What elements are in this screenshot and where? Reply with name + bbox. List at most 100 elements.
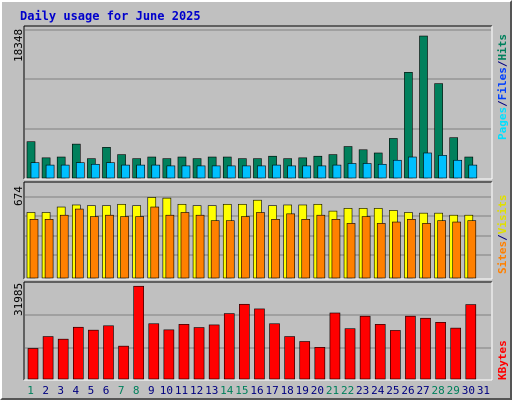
sites-bar [316, 214, 326, 279]
x-tick-label: 15 [235, 384, 248, 397]
kbytes-bar [148, 323, 160, 380]
x-tick-label: 9 [148, 384, 155, 397]
sites-bar [90, 216, 99, 279]
files-bar [211, 165, 221, 179]
x-tick-label: 29 [447, 384, 460, 397]
kbytes-bar [223, 313, 235, 380]
kbytes-bar [178, 324, 190, 380]
sites-bar [286, 213, 295, 279]
files-bar [377, 163, 387, 179]
kbytes-bar [57, 338, 69, 380]
files-bar [347, 163, 357, 179]
x-tick-label: 31 [477, 384, 490, 397]
chart-title: Daily usage for June 2025 [20, 9, 201, 23]
kbytes-bar [390, 330, 401, 380]
files-bar [151, 164, 161, 179]
files-bar [362, 163, 372, 179]
files-bar [181, 165, 191, 179]
sites-bar [452, 221, 462, 279]
sites-bar [195, 214, 205, 279]
sites-bar [271, 219, 280, 279]
files-bar [226, 165, 236, 179]
x-tick-label: 11 [175, 384, 188, 397]
kbytes-bar [163, 329, 175, 380]
x-tick-label: 25 [386, 384, 399, 397]
x-tick-label: 18 [281, 384, 294, 397]
x-tick-label: 10 [160, 384, 173, 397]
files-bar [287, 165, 296, 179]
sites-bar [59, 214, 69, 279]
x-tick-label: 4 [73, 384, 80, 397]
sites-bar [180, 212, 190, 279]
kbytes-bar [329, 312, 341, 380]
kbytes-bar [314, 347, 326, 380]
sites-bar [407, 219, 416, 279]
x-tick-label: 22 [341, 384, 354, 397]
files-bar [468, 164, 478, 179]
kbytes-bar [208, 324, 220, 380]
sites-bar [225, 220, 235, 279]
sites-bar [165, 214, 175, 279]
sites-bar [467, 220, 477, 279]
x-tick-label: 19 [296, 384, 309, 397]
sites-bar [74, 208, 84, 279]
files-bar [166, 165, 176, 179]
files-bar [196, 165, 206, 179]
files-bar [60, 164, 70, 179]
files-bar [317, 165, 327, 179]
kbytes-bar [42, 336, 54, 380]
files-bar [121, 164, 130, 179]
x-tick-label: 3 [57, 384, 64, 397]
files-bar [272, 164, 281, 179]
x-tick-label: 28 [432, 384, 445, 397]
x-tick-label: 21 [326, 384, 339, 397]
sites-bar [135, 216, 144, 279]
files-bar [45, 164, 55, 179]
sites-bar [301, 219, 311, 279]
files-bar [453, 159, 463, 179]
kbytes-bar [239, 303, 250, 380]
sites-bar [422, 223, 431, 279]
files-bar [408, 156, 417, 179]
kbytes-bar [72, 326, 84, 380]
sites-bar [241, 216, 250, 279]
sites-bar [44, 219, 54, 279]
kbytes-bar [254, 308, 265, 380]
kbytes-bar [193, 327, 205, 380]
sites-bar [361, 216, 371, 279]
sites-bar [331, 219, 341, 279]
kbytes-bar [103, 325, 114, 380]
files-bar [106, 162, 115, 179]
files-bar [438, 155, 447, 179]
files-bar [332, 164, 342, 179]
kbytes-bar [465, 304, 477, 380]
files-bar [30, 162, 40, 179]
x-tick-label: 2 [42, 384, 49, 397]
sites-bar [256, 212, 265, 279]
kbytes-bar [344, 328, 356, 380]
files-bar [393, 159, 402, 179]
x-tick-label: 13 [205, 384, 218, 397]
kbytes-bar [435, 322, 446, 380]
files-bar [91, 163, 100, 179]
x-tick-label: 12 [190, 384, 203, 397]
kbytes-bar [374, 324, 386, 380]
kbytes-bar [405, 315, 416, 380]
files-bar [257, 165, 266, 179]
kbytes-bar [27, 348, 39, 380]
kbytes-bar [359, 315, 371, 380]
x-tick-label: 7 [118, 384, 125, 397]
kbytes-bar [299, 341, 311, 380]
sites-bar [346, 223, 356, 279]
sites-bar [392, 221, 401, 279]
sites-bar [376, 223, 386, 279]
x-tick-label: 8 [133, 384, 140, 397]
x-tick-label: 27 [416, 384, 429, 397]
x-tick-label: 6 [103, 384, 110, 397]
sites-bar [29, 219, 39, 279]
files-bar [423, 152, 432, 179]
sites-bar [120, 216, 129, 279]
x-tick-label: 20 [311, 384, 324, 397]
